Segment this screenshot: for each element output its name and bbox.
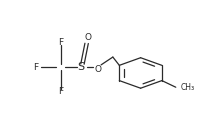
Text: S: S bbox=[77, 62, 84, 72]
Text: F: F bbox=[33, 62, 38, 72]
Text: O: O bbox=[94, 65, 101, 74]
Text: CH₃: CH₃ bbox=[181, 83, 195, 92]
Text: O: O bbox=[84, 33, 91, 42]
Text: F: F bbox=[58, 87, 63, 96]
Text: F: F bbox=[58, 38, 63, 47]
